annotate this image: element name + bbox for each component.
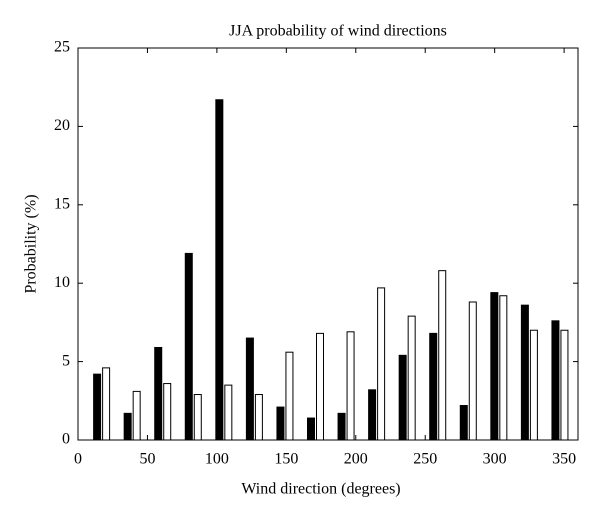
bar — [499, 295, 508, 441]
bar — [254, 394, 263, 441]
bar — [154, 346, 163, 441]
chart-title: JJA probability of wind directions — [229, 23, 447, 40]
bar — [551, 320, 560, 441]
bar — [377, 287, 386, 441]
bar — [224, 384, 233, 441]
bar — [307, 417, 315, 441]
bar — [468, 301, 477, 441]
y-tick-label: 0 — [62, 431, 70, 448]
x-tick-label: 150 — [274, 451, 298, 468]
x-tick-label: 350 — [552, 451, 576, 468]
bar — [429, 332, 438, 441]
bar — [132, 390, 141, 441]
x-tick-label: 250 — [413, 451, 437, 468]
bar — [123, 412, 132, 441]
bar — [346, 331, 355, 441]
bar — [438, 270, 447, 441]
x-tick-label: 300 — [483, 451, 507, 468]
bar — [407, 315, 416, 441]
bar — [316, 332, 324, 441]
y-tick-label: 25 — [54, 39, 70, 56]
bar — [459, 405, 468, 441]
bar — [520, 304, 529, 441]
y-tick-label: 10 — [54, 274, 70, 291]
bar — [529, 329, 538, 441]
bar — [285, 351, 294, 441]
bar — [337, 412, 346, 441]
y-tick-label: 20 — [54, 117, 70, 134]
bar — [490, 292, 499, 441]
x-tick-label: 100 — [205, 451, 229, 468]
bar — [215, 99, 224, 441]
bar — [102, 367, 111, 441]
x-axis-label: Wind direction (degrees) — [241, 481, 400, 498]
bar — [368, 389, 377, 441]
bar — [163, 383, 172, 441]
bar — [93, 373, 102, 441]
y-tick-label: 15 — [54, 195, 70, 212]
y-tick-label: 5 — [62, 352, 70, 369]
bar — [276, 406, 285, 441]
bar — [560, 329, 569, 441]
y-axis-label: Probability (%) — [23, 194, 40, 293]
bar — [193, 394, 202, 441]
bar — [245, 337, 254, 441]
x-tick-label: 50 — [139, 451, 155, 468]
plot-frame — [77, 47, 579, 441]
bar — [184, 252, 193, 441]
bar — [398, 354, 407, 441]
x-tick-label: 200 — [344, 451, 368, 468]
x-tick-label: 0 — [74, 451, 82, 468]
